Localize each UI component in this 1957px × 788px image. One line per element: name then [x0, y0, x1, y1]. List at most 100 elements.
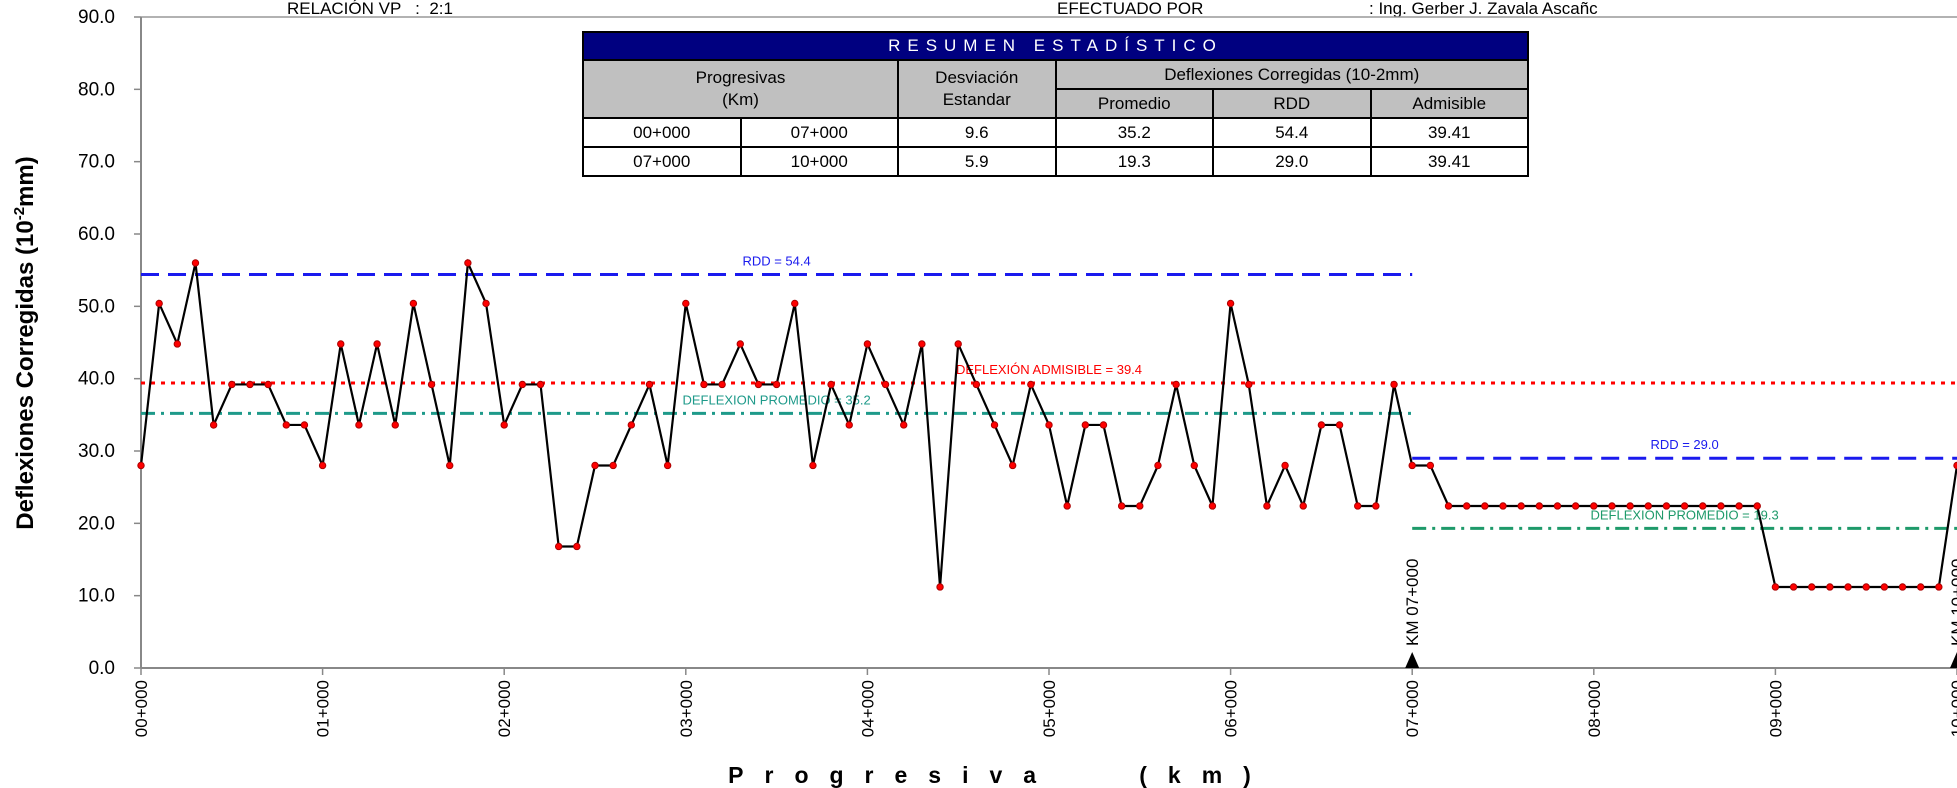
data-point	[409, 299, 418, 308]
data-point	[209, 421, 218, 429]
data-point	[645, 380, 654, 389]
y-label-unit: mm)	[12, 156, 39, 207]
data-point	[1045, 421, 1053, 429]
data-point	[845, 421, 853, 429]
x-tick-label: 03+000	[677, 680, 696, 737]
table-title: RESUMEN ESTADÍSTICO	[582, 31, 1529, 61]
data-point	[1808, 583, 1816, 591]
data-point	[246, 380, 254, 389]
data-point	[1354, 502, 1362, 510]
data-point	[1426, 461, 1435, 470]
data-point	[536, 380, 545, 389]
data-point	[1898, 583, 1907, 591]
table-row: 07+000 10+000 5.9 19.3 29.0 39.41	[582, 146, 1529, 177]
x-tick-label: 10+000	[1948, 680, 1957, 737]
data-point	[282, 421, 290, 429]
data-point	[173, 340, 182, 348]
table-header: Desviación Estandar	[897, 59, 1057, 119]
data-point	[954, 340, 962, 348]
x-tick-label: 08+000	[1585, 680, 1604, 737]
data-point	[1226, 299, 1235, 308]
table-cell: 5.9	[897, 146, 1057, 177]
x-tick-label: 02+000	[495, 680, 514, 737]
table-cell: 54.4	[1212, 117, 1372, 148]
table-cell: 39.41	[1369, 146, 1529, 177]
data-point	[1008, 461, 1017, 470]
data-point	[1608, 502, 1616, 510]
data-point	[609, 461, 617, 470]
data-point	[918, 340, 926, 348]
y-tick-label: 90.0	[78, 7, 115, 28]
data-point	[972, 380, 981, 389]
table-cell: 9.6	[897, 117, 1057, 148]
data-point	[155, 299, 163, 308]
reference-label: RDD = 29.0	[1650, 437, 1718, 452]
data-point	[1644, 502, 1652, 510]
data-point	[464, 259, 472, 267]
data-point	[391, 421, 399, 429]
data-point	[1590, 502, 1598, 510]
data-point	[573, 542, 581, 551]
data-point	[1154, 461, 1162, 470]
data-point	[1862, 583, 1870, 591]
data-point	[1462, 502, 1471, 510]
data-point	[990, 421, 999, 429]
data-point	[1880, 583, 1889, 591]
data-point	[427, 380, 436, 389]
y-tick-label: 20.0	[78, 513, 115, 534]
data-point	[300, 421, 309, 429]
data-point	[772, 380, 781, 389]
data-point	[1626, 502, 1634, 510]
y-label-sup: -2	[11, 207, 28, 220]
data-point	[1826, 583, 1834, 591]
data-point	[1372, 502, 1380, 510]
data-point	[1136, 502, 1144, 510]
marker-arrow	[1950, 652, 1957, 668]
data-point	[337, 340, 345, 348]
data-point	[718, 380, 726, 389]
table-cell: 29.0	[1212, 146, 1372, 177]
data-point	[936, 583, 944, 591]
data-point	[500, 421, 508, 429]
data-point	[355, 421, 363, 429]
data-point	[1517, 502, 1525, 510]
table-header: Admisible	[1369, 88, 1529, 119]
header-left: RELACIÓN VP : 2:1	[287, 0, 453, 18]
table-cell: 10+000	[739, 146, 899, 177]
data-point	[627, 421, 636, 429]
x-tick-label: 07+000	[1403, 680, 1422, 737]
data-point	[1099, 421, 1108, 429]
data-point	[554, 542, 563, 551]
data-point	[1844, 583, 1852, 591]
table-cell: 00+000	[582, 117, 742, 148]
table-cell: 07+000	[582, 146, 742, 177]
y-axis-label: Deflexiones Corregidas (10-2mm)	[11, 156, 39, 529]
data-point	[1172, 380, 1180, 389]
data-point	[228, 380, 236, 389]
data-point	[518, 380, 527, 389]
data-point	[700, 380, 708, 389]
table-header: RDD	[1212, 88, 1372, 119]
table-header: Deflexiones Corregidas (10-2mm)	[1054, 59, 1529, 90]
data-point	[1789, 583, 1798, 591]
data-point	[191, 259, 200, 267]
data-point	[663, 461, 672, 470]
data-point	[1935, 583, 1943, 591]
y-tick-label: 50.0	[78, 296, 115, 317]
data-point	[1680, 502, 1689, 510]
data-point	[1662, 502, 1671, 510]
table-cell: 07+000	[739, 117, 899, 148]
header-right: : Ing. Gerber J. Zavala Ascañc	[1369, 0, 1598, 18]
data-point	[1408, 461, 1416, 470]
reference-label: DEFLEXION PROMEDIO = 35.2	[682, 392, 870, 407]
x-tick-label: 05+000	[1040, 680, 1059, 737]
x-axis-label: Progresiva (km)	[728, 762, 1272, 788]
marker-label: KM 10+000	[1948, 559, 1957, 646]
y-tick-label: 60.0	[78, 224, 115, 245]
data-point	[1390, 380, 1398, 389]
data-point	[264, 380, 272, 389]
data-point	[791, 299, 799, 308]
table-header: Promedio	[1054, 88, 1214, 119]
